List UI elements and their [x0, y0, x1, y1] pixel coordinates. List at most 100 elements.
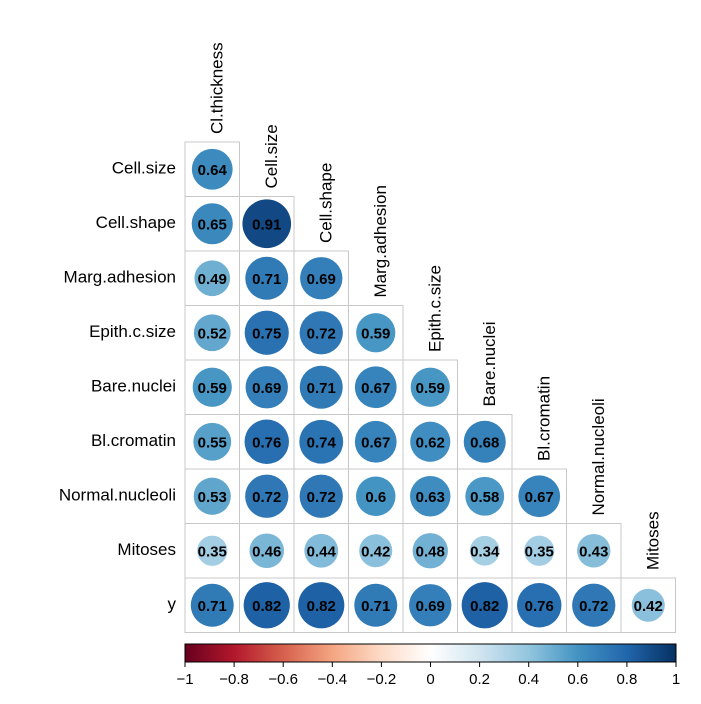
correlation-value: 0.64	[198, 162, 228, 179]
correlation-value: 0.69	[307, 271, 336, 288]
colorbar-tick-label: 0	[426, 671, 434, 688]
correlation-circle	[355, 476, 396, 517]
correlation-value: 0.67	[361, 434, 390, 451]
correlation-circle	[410, 421, 451, 462]
correlation-circle	[524, 535, 555, 566]
colorbar-gradient	[184, 643, 677, 663]
correlation-circle	[354, 366, 397, 409]
correlation-circle	[194, 260, 231, 297]
correlation-circle	[461, 582, 508, 629]
correlation-circle	[518, 475, 561, 518]
correlation-circle	[299, 419, 344, 464]
correlation-value: 0.74	[307, 434, 337, 451]
correlation-value: 0.82	[307, 598, 336, 615]
colorbar-tick-label: 0.4	[518, 671, 539, 688]
correlation-value: 0.71	[198, 598, 227, 615]
colorbar: −1 −0.8 −0.6 −0.4 −0.2 0 0.2 0.4 0.6 0.8 1	[176, 643, 680, 688]
correlation-circle	[298, 582, 345, 629]
correlation-value: 0.35	[198, 543, 227, 560]
correlation-circle	[249, 533, 285, 569]
row-label: Normal.nucleoli	[59, 486, 176, 505]
correlation-circle	[299, 365, 343, 409]
colorbar-tick-label: −0.6	[268, 671, 298, 688]
correlation-circle	[356, 313, 396, 353]
row-label: y	[168, 595, 177, 614]
colorbar-tick-label: 1	[672, 671, 680, 688]
row-label: Mitoses	[117, 540, 176, 559]
correlation-value: 0.76	[252, 434, 281, 451]
correlation-circle	[191, 148, 233, 190]
column-label: Mitoses	[644, 511, 663, 570]
correlation-value: 0.82	[470, 598, 499, 615]
correlation-value: 0.72	[307, 325, 336, 342]
correlation-circle	[572, 583, 616, 627]
correlation-circle	[304, 533, 339, 568]
correlation-circle	[300, 257, 343, 300]
correlation-value: 0.91	[252, 216, 281, 233]
row-label: Bl.cromatin	[91, 431, 176, 450]
correlation-circle	[242, 199, 292, 249]
correlation-circle	[245, 474, 289, 518]
correlation-circle	[245, 256, 289, 300]
correlation-value: 0.72	[252, 489, 281, 506]
column-label: Cl.thickness	[208, 42, 227, 134]
correlation-circle	[197, 535, 228, 566]
colorbar-tick-label: 0.8	[616, 671, 637, 688]
correlation-circle	[517, 583, 562, 628]
correlation-value: 0.48	[416, 543, 445, 560]
correlation-value: 0.46	[252, 543, 281, 560]
correlation-value: 0.44	[307, 543, 337, 560]
correlation-value: 0.72	[307, 489, 336, 506]
correlation-value: 0.67	[361, 380, 390, 397]
correlation-value: 0.59	[198, 380, 227, 397]
correlation-circle	[410, 367, 450, 407]
correlation-value: 0.34	[470, 543, 500, 560]
correlation-value: 0.75	[252, 325, 281, 342]
colorbar-tick-label: 0.2	[469, 671, 490, 688]
correlation-value: 0.52	[198, 325, 227, 342]
row-label: Marg.adhesion	[64, 268, 176, 287]
correlation-circle	[412, 533, 448, 569]
correlation-circle	[354, 420, 397, 463]
column-label: Bare.nuclei	[480, 321, 499, 406]
correlation-value: 0.42	[361, 543, 390, 560]
column-label: Marg.adhesion	[371, 185, 390, 297]
correlation-circle	[244, 310, 289, 355]
correlation-value: 0.59	[361, 325, 390, 342]
correlation-value: 0.42	[634, 598, 663, 615]
colorbar-tick-label: −0.2	[367, 671, 397, 688]
correlation-circle	[410, 476, 451, 517]
correlation-circle	[192, 367, 232, 407]
correlation-value: 0.76	[525, 598, 554, 615]
column-label: Bl.cromatin	[535, 376, 554, 461]
correlation-value: 0.43	[579, 543, 608, 560]
correlation-value: 0.55	[198, 434, 227, 451]
correlation-circle	[299, 311, 343, 355]
correlation-circle	[469, 535, 500, 566]
row-label: Bare.nuclei	[91, 377, 176, 396]
column-label: Cell.shape	[317, 163, 336, 243]
correlation-circle	[465, 476, 505, 516]
correlation-value: 0.53	[198, 489, 227, 506]
correlation-value: 0.59	[416, 380, 445, 397]
column-labels: Cl.thickness Cell.size Cell.shape Marg.adhe…	[208, 42, 663, 570]
correlation-circle	[577, 534, 611, 568]
column-label: Cell.size	[262, 124, 281, 188]
correlation-value: 0.69	[252, 380, 281, 397]
colorbar-tick-label: −1	[176, 671, 193, 688]
correlation-value: 0.71	[252, 271, 281, 288]
row-label: Epith.c.size	[89, 322, 176, 341]
correlation-circle	[190, 583, 234, 627]
row-label: Cell.shape	[96, 213, 176, 232]
correlation-value: 0.67	[525, 489, 554, 506]
row-labels: Cell.size Cell.shape Marg.adhesion Epith.c.…	[59, 159, 177, 614]
correlation-circle	[409, 584, 452, 627]
matrix-cells: 0.64 0.65 0.91 0.49 0.71 0.69 0.52 0.75 0.72 0.59…	[184, 141, 676, 633]
correlation-value: 0.69	[416, 598, 445, 615]
correlation-value: 0.82	[252, 598, 281, 615]
column-label: Epith.c.size	[426, 265, 445, 352]
correlation-circle	[245, 366, 288, 409]
column-label: Normal.nucleoli	[589, 398, 608, 515]
correlation-circle	[191, 203, 233, 245]
